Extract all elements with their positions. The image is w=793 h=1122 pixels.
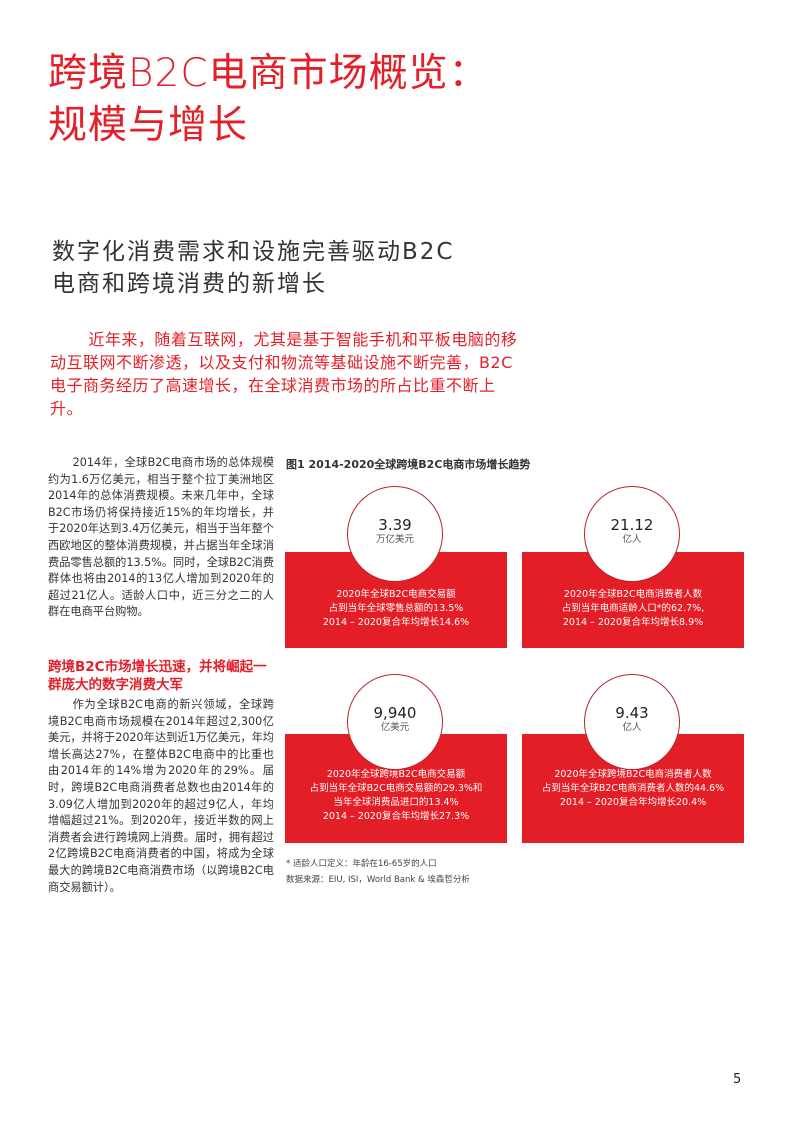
card-line: 当年全球消费品进口的13.4% bbox=[333, 797, 459, 808]
footnote: * 适龄人口定义：年龄在16-65岁的人口 bbox=[286, 859, 437, 869]
left-column-paragraph-2: 作为全球B2C电商的新兴领域，全球跨境B2C电商市场规模在2014年超过2,30… bbox=[48, 697, 274, 896]
card-line: 2014 – 2020复合年均增长27.3% bbox=[322, 811, 470, 822]
card-line: 占到当年全球B2C电商交易额的29.3%和 bbox=[309, 783, 483, 794]
data-source: 数据来源：EIU, ISI，World Bank & 埃森哲分析 bbox=[286, 875, 470, 885]
page-title-line: 跨境B2C电商市场概览： bbox=[48, 51, 489, 96]
figure-title: 图1 2014-2020全球跨境B2C电商市场增长趋势 bbox=[286, 458, 531, 471]
stat-value: 21.12 bbox=[610, 516, 654, 534]
page-number: 5 bbox=[733, 1072, 742, 1087]
body-text: 2014年，全球B2C电商市场的总体规模约为1.6万亿美元，相当于整个拉丁美洲地… bbox=[48, 456, 274, 619]
card-line: 2020年全球跨境B2C电商交易额 bbox=[326, 769, 466, 780]
stat-circle: 21.12 亿人 bbox=[584, 486, 680, 582]
intro-paragraph: 近年来，随着互联网，尤其是基于智能手机和平板电脑的移动互联网不断渗透，以及支付和… bbox=[50, 330, 518, 418]
left-column-paragraph-1: 2014年，全球B2C电商市场的总体规模约为1.6万亿美元，相当于整个拉丁美洲地… bbox=[48, 455, 274, 621]
card-line: 2014 – 2020复合年均增长20.4% bbox=[559, 797, 707, 808]
stat-value: 3.39 bbox=[378, 516, 412, 534]
body-text: 作为全球B2C电商的新兴领域，全球跨境B2C电商市场规模在2014年超过2,30… bbox=[48, 698, 274, 894]
card-line: 2020年全球跨境B2C电商消费者人数 bbox=[554, 769, 712, 780]
card-line: 2020年全球B2C电商交易额 bbox=[336, 589, 456, 600]
stat-value: 9,940 bbox=[373, 704, 417, 722]
stat-unit: 亿人 bbox=[622, 534, 642, 545]
card-line: 占到当年电商适龄人口*的62.7%, bbox=[561, 603, 705, 614]
subtitle-line: 数字化消费需求和设施完善驱动B2C bbox=[52, 239, 455, 265]
stat-unit: 亿人 bbox=[622, 722, 642, 733]
card-line: 2014 – 2020复合年均增长8.9% bbox=[562, 617, 704, 628]
section-subtitle: 数字化消费需求和设施完善驱动B2C 电商和跨境消费的新增长 bbox=[52, 236, 454, 300]
subtitle-line: 电商和跨境消费的新增长 bbox=[52, 271, 327, 297]
stat-circle: 9,940 亿美元 bbox=[347, 674, 443, 770]
card-line: 2014 – 2020复合年均增长14.6% bbox=[322, 617, 470, 628]
page-title: 跨境B2C电商市场概览： 规模与增长 bbox=[48, 48, 489, 152]
left-column-heading: 跨境B2C市场增长迅速，并将崛起一群庞大的数字消费大军 bbox=[48, 659, 267, 693]
stat-value: 9.43 bbox=[615, 704, 649, 722]
page-title-line: 规模与增长 bbox=[48, 103, 249, 148]
card-line: 占到当年全球B2C电商消费者人数的44.6% bbox=[541, 783, 725, 794]
stat-circle: 9.43 亿人 bbox=[584, 674, 680, 770]
stat-unit: 万亿美元 bbox=[375, 534, 414, 545]
stat-unit: 亿美元 bbox=[380, 722, 410, 733]
stat-circle: 3.39 万亿美元 bbox=[347, 486, 443, 582]
card-line: 2020年全球B2C电商消费者人数 bbox=[563, 589, 703, 600]
card-line: 占到当年全球零售总额的13.5% bbox=[328, 603, 464, 614]
